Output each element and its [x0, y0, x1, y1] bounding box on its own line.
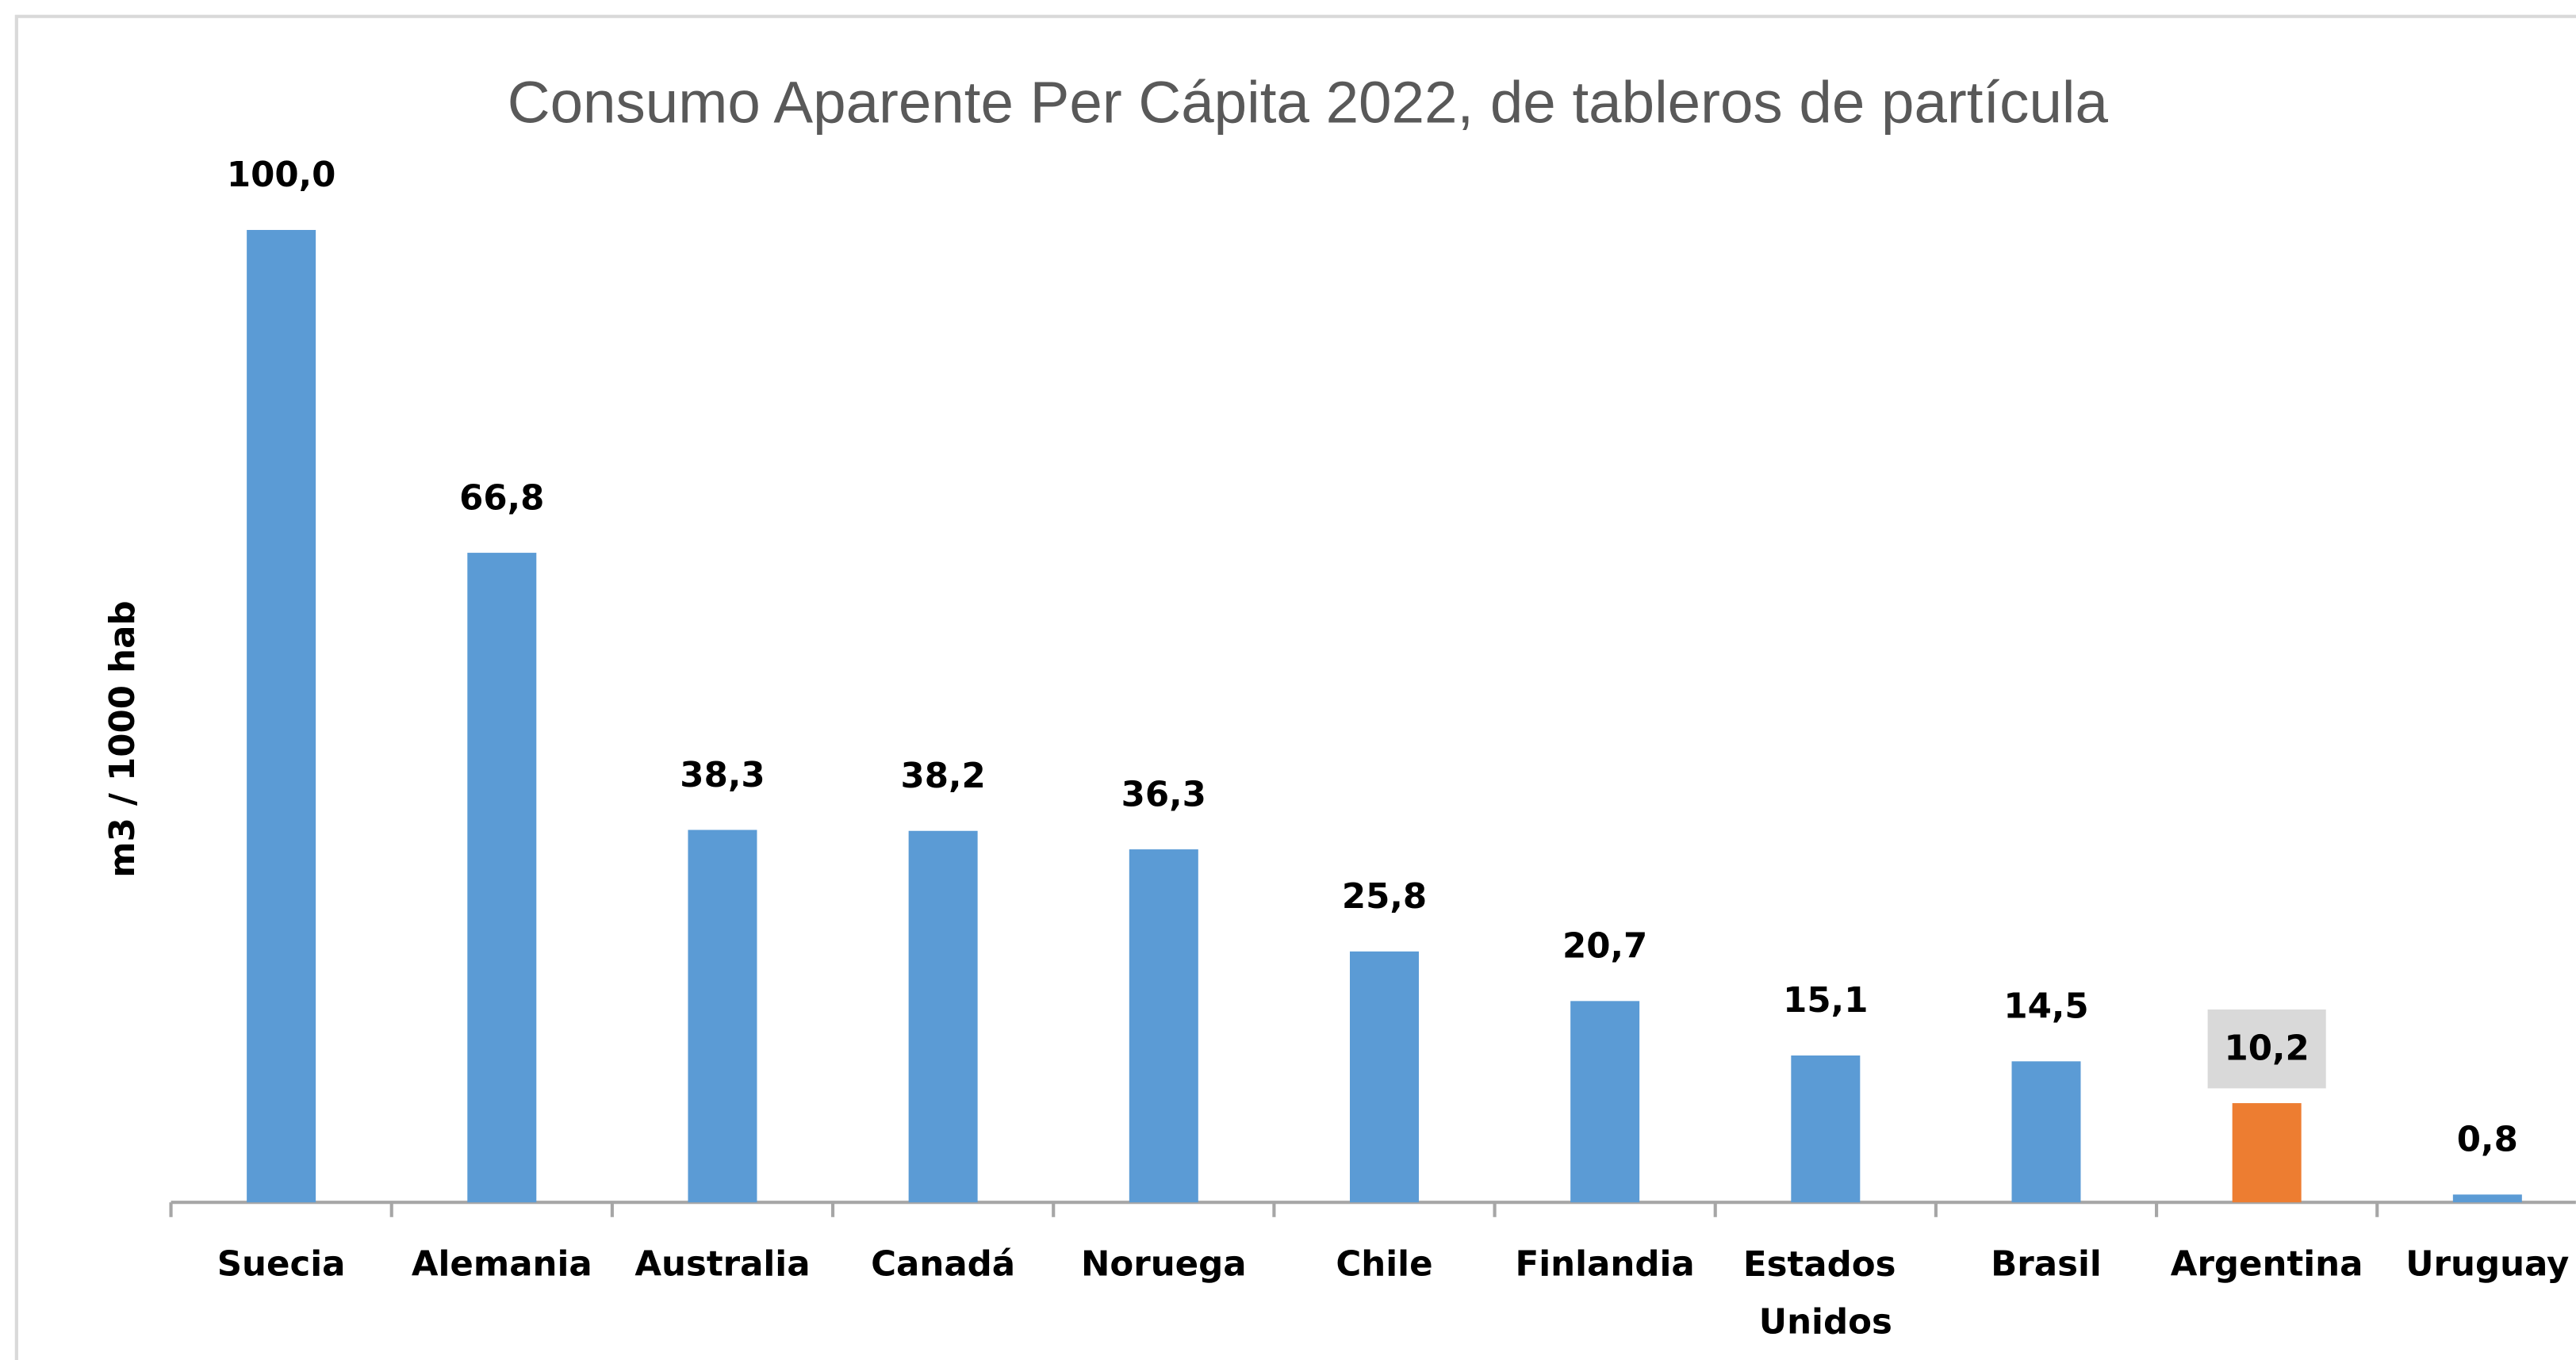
data-label-background — [2207, 1009, 2326, 1089]
data-label: 38,2 — [900, 757, 985, 796]
x-tick-label: Brasil — [1991, 1244, 2102, 1284]
data-label: 38,3 — [680, 756, 765, 795]
data-label: 15,1 — [1783, 981, 1868, 1021]
bar — [908, 830, 978, 1203]
x-tick-label: Estados Unidos — [1743, 1244, 1908, 1341]
bar — [247, 229, 316, 1203]
chart-border — [14, 14, 2576, 1360]
bar — [1129, 849, 1198, 1203]
data-label: 66,8 — [459, 478, 544, 518]
x-tick-label: Chile — [1336, 1244, 1432, 1284]
x-tick-label: Noruega — [1081, 1244, 1247, 1284]
data-label: 14,5 — [2003, 987, 2088, 1027]
bar — [2452, 1194, 2522, 1203]
bar — [467, 553, 537, 1203]
data-label: 20,7 — [1562, 927, 1647, 967]
data-label: 10,2 — [2225, 1029, 2310, 1068]
data-label: 25,8 — [1342, 877, 1427, 917]
x-tick-label: Finlandia — [1516, 1244, 1695, 1284]
x-tick-label: Australia — [634, 1244, 810, 1284]
bar — [1349, 951, 1419, 1203]
bar — [1570, 1001, 1640, 1203]
chart-title: Consumo Aparente Per Cápita 2022, de tab… — [508, 69, 2109, 135]
y-axis-label: m3 / 1000 hab — [103, 600, 143, 877]
data-label: 100,0 — [227, 155, 336, 195]
x-tick-label: Argentina — [2171, 1244, 2363, 1284]
bar — [688, 829, 757, 1203]
x-tick-label: Uruguay — [2405, 1244, 2569, 1284]
x-tick-label: Canadá — [871, 1244, 1015, 1284]
bar — [1791, 1055, 1861, 1203]
bar — [2232, 1103, 2302, 1203]
bar — [2011, 1061, 2081, 1203]
data-label: 36,3 — [1121, 775, 1206, 814]
x-tick-label: Alemania — [412, 1244, 592, 1284]
x-tick-label: Suecia — [217, 1244, 346, 1284]
data-label: 0,8 — [2457, 1121, 2518, 1160]
